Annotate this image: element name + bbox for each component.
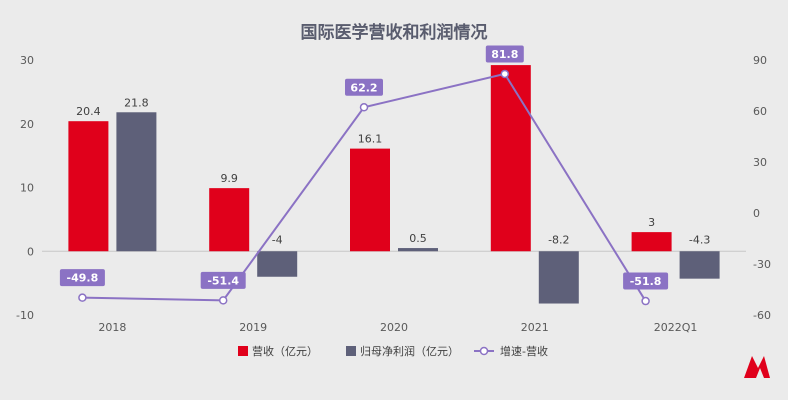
y-left-tick-label: 30 <box>20 54 34 67</box>
growth-data-label: -49.8 <box>67 272 99 285</box>
growth-label-box <box>485 45 524 63</box>
growth-point <box>218 296 228 305</box>
bar-data-label: -4.3 <box>689 233 710 246</box>
legend-swatch-net-profit <box>346 346 356 356</box>
bar-revenue <box>350 148 390 252</box>
growth-data-label: 62.2 <box>350 81 377 94</box>
bar-net-profit <box>679 251 720 279</box>
y-left-tick-label: -10 <box>16 309 34 322</box>
legend-label-growth: 增速-营收 <box>500 344 548 358</box>
y-left-tick-label: 20 <box>20 118 34 131</box>
chart-title: 国际医学营收和利润情况 <box>300 23 488 43</box>
growth-label-box <box>623 272 669 290</box>
bar-net-profit <box>398 248 438 252</box>
y-right-tick-label: 30 <box>753 156 767 169</box>
growth-point <box>641 296 650 306</box>
bar-net-profit <box>538 251 579 304</box>
y-left-tick-label: 0 <box>27 245 34 258</box>
y-right-tick-label: -60 <box>753 309 771 322</box>
x-tick-label: 2022Q1 <box>654 321 698 334</box>
bar-revenue <box>490 65 531 252</box>
legend-label-net-profit: 归母净利润（亿元） <box>360 344 459 358</box>
bar-data-label: 21.8 <box>124 96 149 109</box>
growth-data-label: -51.4 <box>207 274 239 287</box>
legend-label-revenue: 营收（亿元） <box>252 344 318 358</box>
bar-data-label: 16.1 <box>358 133 383 146</box>
growth-label-box <box>59 269 105 287</box>
growth-point <box>78 293 87 302</box>
bar-revenue <box>209 188 250 252</box>
y-left-tick-label: 10 <box>20 182 34 195</box>
y-right-tick-label: 90 <box>753 54 767 67</box>
bar-data-label: -4 <box>272 233 283 246</box>
bar-data-label: 0.5 <box>409 232 427 245</box>
growth-data-label: -51.8 <box>630 275 662 288</box>
y-right-tick-label: 0 <box>753 207 760 220</box>
y-right-tick-label: -30 <box>753 258 771 271</box>
x-tick-label: 2018 <box>98 321 126 334</box>
x-tick-label: 2020 <box>380 321 408 334</box>
legend-marker-growth <box>479 346 489 356</box>
growth-data-label: 81.8 <box>491 48 518 61</box>
bar-net-profit <box>257 251 298 277</box>
growth-point <box>500 69 510 79</box>
bar-data-label: 20.4 <box>76 105 101 118</box>
growth-label-box <box>345 78 383 96</box>
bar-revenue <box>631 232 672 252</box>
bar-data-label: -8.2 <box>548 233 569 246</box>
bar-revenue <box>68 121 109 252</box>
growth-label-box <box>200 271 246 289</box>
x-tick-label: 2021 <box>521 321 549 334</box>
bar-data-label: 9.9 <box>220 172 238 185</box>
bar-net-profit <box>116 112 157 252</box>
legend-swatch-revenue <box>238 346 248 356</box>
bar-data-label: 3 <box>648 216 655 229</box>
brand-logo-icon <box>744 356 770 378</box>
y-right-tick-label: 60 <box>753 105 767 118</box>
growth-point <box>359 103 369 112</box>
x-tick-label: 2019 <box>239 321 267 334</box>
